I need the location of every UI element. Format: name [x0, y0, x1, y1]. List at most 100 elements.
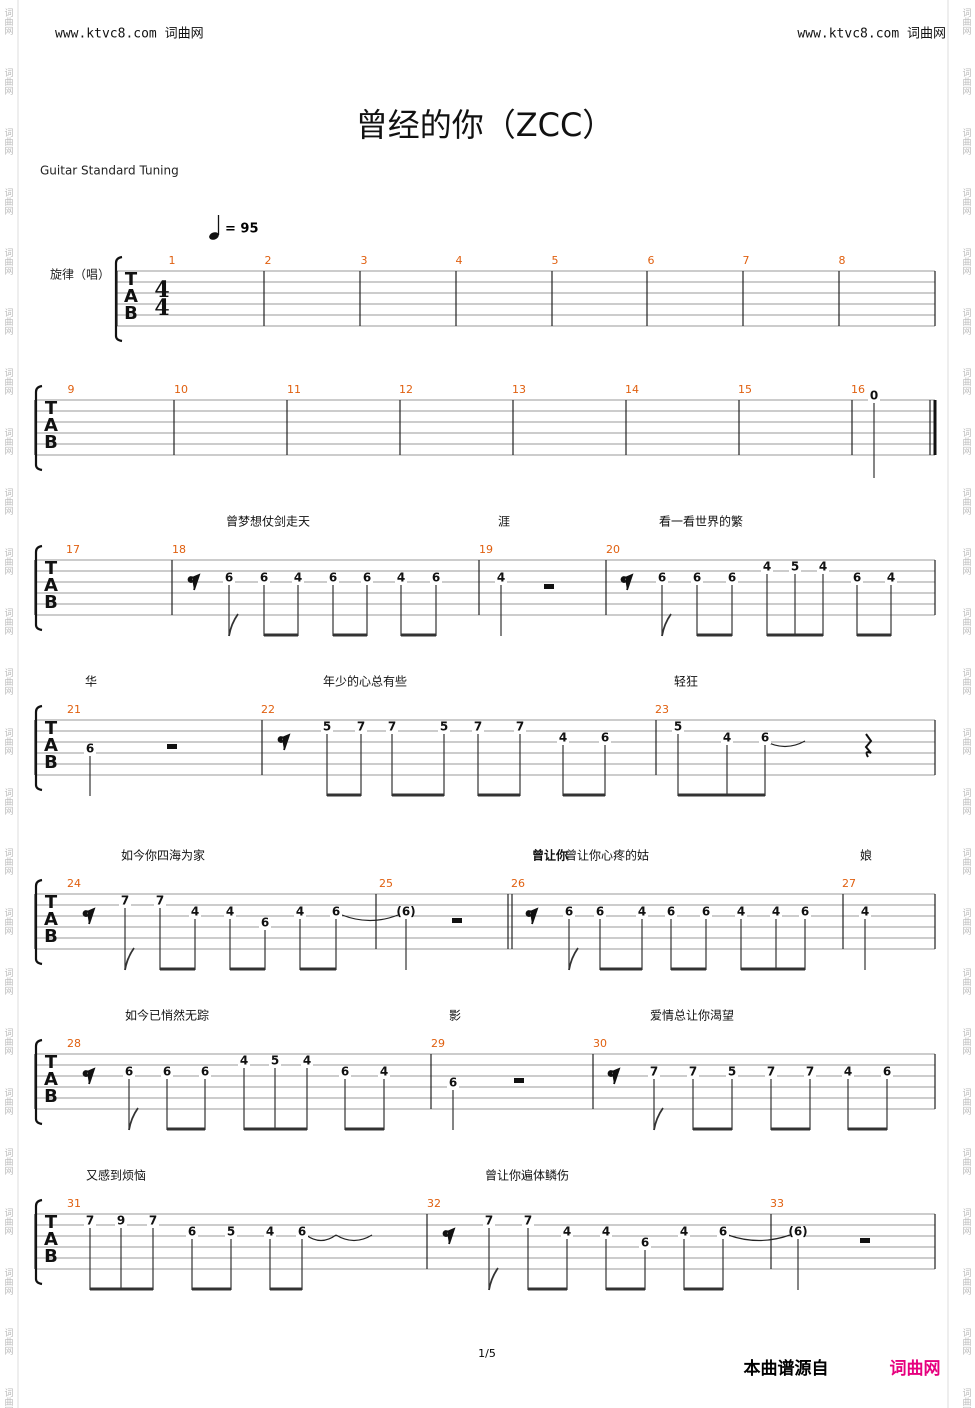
fret-bg — [395, 572, 407, 584]
fret-bg — [759, 732, 771, 744]
measure-number: 17 — [66, 543, 80, 556]
tab-clef: A — [124, 286, 138, 307]
track-name: 旋律（唱） — [50, 268, 110, 282]
tab-clef: B — [44, 432, 58, 453]
fret-number: 7 — [485, 1214, 493, 1228]
fret-bg — [223, 572, 235, 584]
fret-bg — [563, 906, 575, 918]
lyric: 爱情总让你渴望 — [650, 1009, 734, 1023]
tab-clef: T — [45, 558, 58, 579]
fret-number: 5 — [271, 1054, 279, 1068]
watermark: 词曲网 — [3, 368, 14, 396]
watermark: 词曲网 — [3, 908, 14, 936]
measure-number: 11 — [287, 383, 301, 396]
eighth-rest — [277, 733, 291, 751]
fret-number: 6 — [702, 905, 710, 919]
lyric: 曾梦想仗剑走天 — [226, 514, 310, 529]
fret-bg — [339, 1066, 351, 1078]
fret-bg — [639, 1237, 651, 1249]
fret-bg — [721, 732, 733, 744]
measure-number: 18 — [172, 543, 186, 556]
fret-number: 6 — [188, 1225, 196, 1239]
fret-number: 6 — [86, 742, 94, 756]
fret-bg — [792, 1226, 804, 1238]
fret-bg — [765, 1066, 777, 1078]
lyric: 曾让你心疼的姑 — [565, 848, 649, 863]
fret-bg — [238, 1055, 250, 1067]
fret-number: 5 — [674, 720, 682, 734]
watermark: 词曲网 — [3, 1088, 14, 1116]
fret-number: 6 — [853, 571, 861, 585]
watermark: 词曲网 — [3, 1388, 14, 1408]
fret-number: 6 — [260, 571, 268, 585]
fret-number: 7 — [121, 894, 129, 908]
fret-number: 4 — [266, 1225, 274, 1239]
fret-bg — [636, 906, 648, 918]
fret-number: 4 — [887, 571, 895, 585]
time-signature: 4 — [154, 277, 169, 303]
watermark: 词曲网 — [3, 1148, 14, 1176]
lyric: 娘 — [860, 848, 872, 863]
watermark: 词曲网 — [961, 248, 972, 276]
measure-number: 16 — [851, 383, 865, 396]
fret-number: 6 — [125, 1065, 133, 1079]
tab-clef: B — [44, 1246, 58, 1267]
header-left: www.ktvc8.com 词曲网 — [55, 27, 204, 42]
fret-number: 5 — [791, 560, 799, 574]
fret-bg — [301, 1055, 313, 1067]
fret-number: 4 — [296, 905, 304, 919]
fret-number: 4 — [563, 1225, 571, 1239]
fret-bg — [154, 895, 166, 907]
measure-number: 22 — [261, 703, 275, 716]
fret-bg — [430, 572, 442, 584]
header-right: www.ktvc8.com 词曲网 — [797, 27, 946, 42]
fret-bg — [294, 906, 306, 918]
watermark: 词曲网 — [961, 128, 972, 156]
fret-number: 6 — [329, 571, 337, 585]
fret-number: 6 — [565, 905, 573, 919]
fret-bg — [842, 1066, 854, 1078]
fret-number: 5 — [323, 720, 331, 734]
measure-number: 26 — [511, 877, 525, 890]
watermark: 词曲网 — [3, 668, 14, 696]
fret-bg — [386, 721, 398, 733]
fret-bg — [717, 1226, 729, 1238]
fret-bg — [881, 1066, 893, 1078]
measure-number: 31 — [67, 1197, 81, 1210]
tab-clef: A — [44, 1229, 58, 1250]
watermark: 词曲网 — [3, 188, 14, 216]
fret-number: 6 — [658, 571, 666, 585]
half-rest — [544, 584, 554, 589]
watermark: 词曲网 — [3, 308, 14, 336]
fret-bg — [817, 561, 829, 573]
flag — [488, 1267, 499, 1291]
watermark: 词曲网 — [961, 608, 972, 636]
watermark: 词曲网 — [3, 248, 14, 276]
watermark: 词曲网 — [961, 668, 972, 696]
lyric: 轻狂 — [674, 675, 698, 689]
fret-bg — [269, 1055, 281, 1067]
fret-bg — [557, 732, 569, 744]
fret-bg — [561, 1226, 573, 1238]
watermark: 词曲网 — [961, 1388, 972, 1408]
fret-bg — [147, 1215, 159, 1227]
watermark: 词曲网 — [3, 788, 14, 816]
fret-number: 4 — [638, 905, 646, 919]
tab-clef: B — [124, 303, 138, 324]
fret-number: 7 — [650, 1065, 658, 1079]
fret-bg — [123, 1066, 135, 1078]
fret-bg — [330, 906, 342, 918]
fret-number: 4 — [763, 560, 771, 574]
measure-number: 10 — [174, 383, 188, 396]
measure-number: 24 — [67, 877, 81, 890]
tab-clef: B — [44, 592, 58, 613]
tab-clef: T — [45, 718, 58, 739]
fret-number: 4 — [559, 731, 567, 745]
watermark: 词曲网 — [3, 1328, 14, 1356]
flag — [653, 1107, 664, 1131]
watermark: 词曲网 — [961, 1148, 972, 1176]
watermark: 词曲网 — [961, 428, 972, 456]
fret-number: 6 — [363, 571, 371, 585]
eighth-rest — [525, 907, 539, 925]
